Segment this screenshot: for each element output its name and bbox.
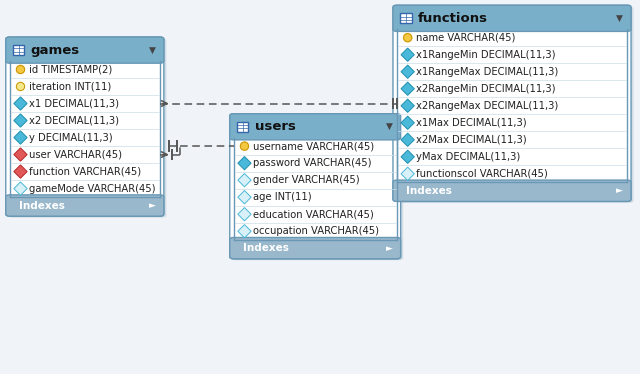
Text: yMax DECIMAL(11,3): yMax DECIMAL(11,3) bbox=[416, 152, 520, 162]
Polygon shape bbox=[14, 97, 27, 110]
Polygon shape bbox=[14, 182, 27, 195]
Ellipse shape bbox=[17, 65, 24, 74]
Text: ►: ► bbox=[616, 186, 623, 195]
Polygon shape bbox=[401, 116, 414, 129]
FancyBboxPatch shape bbox=[234, 138, 397, 240]
FancyBboxPatch shape bbox=[13, 45, 24, 55]
Text: Indexes: Indexes bbox=[19, 200, 65, 211]
Text: Indexes: Indexes bbox=[406, 186, 452, 196]
Text: name VARCHAR(45): name VARCHAR(45) bbox=[416, 33, 515, 43]
Text: x1RangeMin DECIMAL(11,3): x1RangeMin DECIMAL(11,3) bbox=[416, 50, 556, 60]
FancyBboxPatch shape bbox=[230, 237, 401, 259]
Ellipse shape bbox=[404, 34, 412, 42]
Text: age INT(11): age INT(11) bbox=[253, 192, 312, 202]
Text: y DECIMAL(11,3): y DECIMAL(11,3) bbox=[29, 132, 113, 142]
Polygon shape bbox=[401, 133, 414, 147]
Text: ▼: ▼ bbox=[386, 122, 392, 131]
FancyBboxPatch shape bbox=[396, 7, 634, 203]
Polygon shape bbox=[401, 65, 414, 79]
FancyBboxPatch shape bbox=[230, 114, 401, 140]
Text: x1Max DECIMAL(11,3): x1Max DECIMAL(11,3) bbox=[416, 118, 527, 128]
Text: x1 DECIMAL(11,3): x1 DECIMAL(11,3) bbox=[29, 98, 119, 108]
Text: functions: functions bbox=[418, 12, 488, 25]
Polygon shape bbox=[238, 190, 251, 204]
FancyBboxPatch shape bbox=[400, 13, 412, 23]
Text: gender VARCHAR(45): gender VARCHAR(45) bbox=[253, 175, 360, 185]
Polygon shape bbox=[14, 148, 27, 161]
Text: x2RangeMax DECIMAL(11,3): x2RangeMax DECIMAL(11,3) bbox=[416, 101, 558, 111]
FancyBboxPatch shape bbox=[397, 18, 627, 29]
Text: ▼: ▼ bbox=[149, 46, 156, 55]
Ellipse shape bbox=[17, 82, 24, 91]
Text: users: users bbox=[255, 120, 296, 133]
Text: x2 DECIMAL(11,3): x2 DECIMAL(11,3) bbox=[29, 116, 119, 126]
Text: ▼: ▼ bbox=[616, 14, 623, 23]
Text: iteration INT(11): iteration INT(11) bbox=[29, 82, 111, 92]
Polygon shape bbox=[401, 82, 414, 95]
Text: ►: ► bbox=[386, 243, 392, 253]
FancyBboxPatch shape bbox=[10, 197, 160, 206]
Polygon shape bbox=[238, 174, 251, 187]
Polygon shape bbox=[401, 99, 414, 113]
Text: username VARCHAR(45): username VARCHAR(45) bbox=[253, 141, 374, 151]
Polygon shape bbox=[14, 165, 27, 178]
Polygon shape bbox=[238, 156, 251, 170]
Text: Indexes: Indexes bbox=[243, 243, 289, 253]
Polygon shape bbox=[14, 131, 27, 144]
Text: user VARCHAR(45): user VARCHAR(45) bbox=[29, 150, 122, 160]
Text: id TIMESTAMP(2): id TIMESTAMP(2) bbox=[29, 64, 112, 74]
FancyBboxPatch shape bbox=[230, 114, 401, 259]
FancyBboxPatch shape bbox=[10, 61, 160, 197]
Text: games: games bbox=[31, 44, 80, 56]
Polygon shape bbox=[401, 167, 414, 181]
Text: x2Max DECIMAL(11,3): x2Max DECIMAL(11,3) bbox=[416, 135, 527, 145]
Text: functionscol VARCHAR(45): functionscol VARCHAR(45) bbox=[416, 169, 548, 179]
FancyBboxPatch shape bbox=[393, 180, 631, 201]
Text: education VARCHAR(45): education VARCHAR(45) bbox=[253, 209, 374, 219]
Polygon shape bbox=[14, 114, 27, 127]
Text: gameMode VARCHAR(45): gameMode VARCHAR(45) bbox=[29, 184, 156, 194]
FancyBboxPatch shape bbox=[397, 29, 627, 183]
FancyBboxPatch shape bbox=[10, 50, 160, 61]
Text: x1RangeMax DECIMAL(11,3): x1RangeMax DECIMAL(11,3) bbox=[416, 67, 558, 77]
Polygon shape bbox=[401, 150, 414, 163]
Text: function VARCHAR(45): function VARCHAR(45) bbox=[29, 166, 141, 177]
Text: password VARCHAR(45): password VARCHAR(45) bbox=[253, 158, 371, 168]
FancyBboxPatch shape bbox=[6, 37, 164, 216]
FancyBboxPatch shape bbox=[393, 5, 631, 31]
Text: ►: ► bbox=[149, 201, 156, 210]
FancyBboxPatch shape bbox=[6, 37, 164, 63]
FancyBboxPatch shape bbox=[397, 183, 627, 191]
Polygon shape bbox=[238, 208, 251, 221]
FancyBboxPatch shape bbox=[6, 195, 164, 216]
FancyBboxPatch shape bbox=[234, 127, 397, 138]
Text: occupation VARCHAR(45): occupation VARCHAR(45) bbox=[253, 226, 379, 236]
Polygon shape bbox=[401, 48, 414, 61]
Ellipse shape bbox=[241, 142, 248, 150]
FancyBboxPatch shape bbox=[393, 5, 631, 201]
FancyBboxPatch shape bbox=[232, 115, 403, 260]
FancyBboxPatch shape bbox=[8, 39, 166, 218]
FancyBboxPatch shape bbox=[237, 122, 248, 132]
Text: x2RangeMin DECIMAL(11,3): x2RangeMin DECIMAL(11,3) bbox=[416, 84, 556, 94]
Polygon shape bbox=[238, 224, 251, 238]
FancyBboxPatch shape bbox=[234, 240, 397, 248]
